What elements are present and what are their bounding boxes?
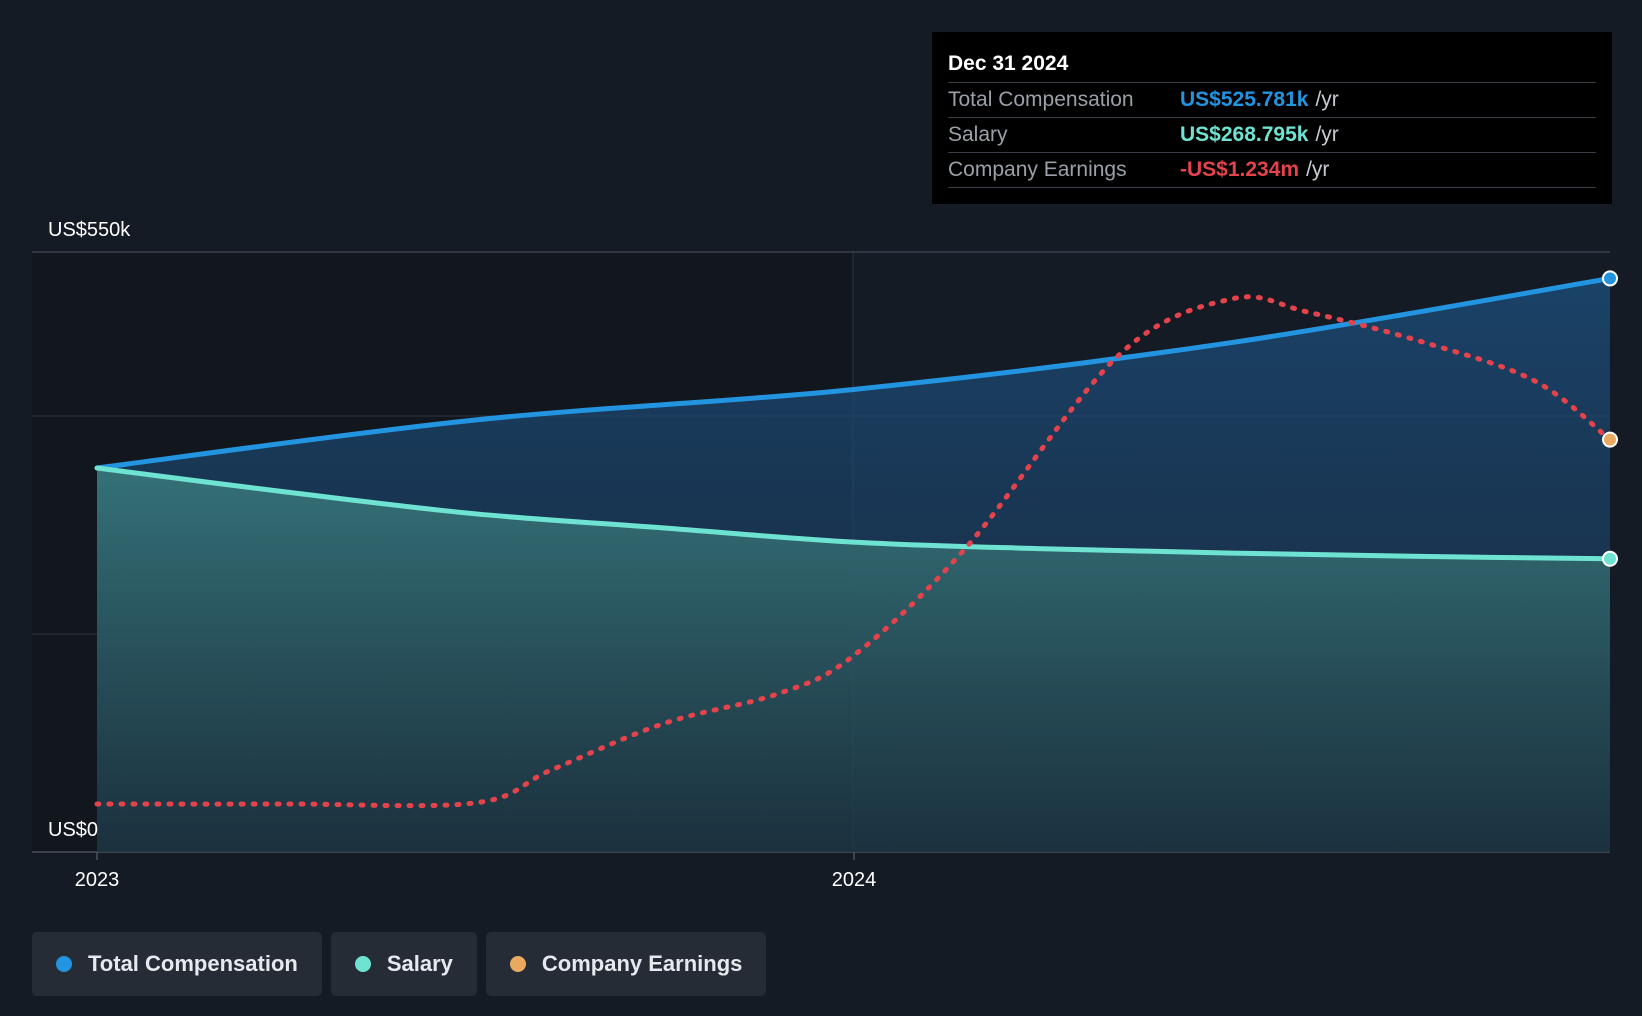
legend-label: Salary bbox=[386, 951, 453, 976]
legend-label: Company Earnings bbox=[541, 951, 743, 976]
legend-item-salary[interactable]: Salary bbox=[330, 932, 477, 996]
tooltip-unit: /yr bbox=[1315, 88, 1339, 111]
y-tick-label-min: US$0 bbox=[48, 819, 98, 841]
tooltip-row-company-earnings: Company Earnings -US$1.234m /yr bbox=[948, 153, 1596, 188]
salary-end-point[interactable] bbox=[1602, 550, 1618, 567]
tooltip-row-salary: Salary US$268.795k /yr bbox=[948, 118, 1596, 153]
tooltip-label: Total Compensation bbox=[948, 88, 1134, 111]
tooltip-label: Salary bbox=[948, 123, 1008, 146]
tooltip-date: Dec 31 2024 bbox=[948, 46, 1596, 83]
salary-area bbox=[97, 468, 1610, 852]
tooltip-label: Company Earnings bbox=[948, 158, 1127, 181]
y-tick-label-max: US$550k bbox=[48, 219, 131, 241]
legend-item-company-earnings[interactable]: Company Earnings bbox=[485, 932, 767, 996]
legend-label: Total Compensation bbox=[88, 951, 298, 976]
tooltip-value: -US$1.234m bbox=[1180, 158, 1300, 181]
company-earnings-end-point[interactable] bbox=[1602, 431, 1618, 448]
x-tick-label-2024: 2024 bbox=[832, 869, 877, 891]
total-compensation-end-point[interactable] bbox=[1602, 270, 1618, 287]
legend-dot-icon bbox=[509, 956, 526, 972]
legend-dot-icon bbox=[56, 956, 72, 972]
legend-dot-icon bbox=[354, 956, 371, 972]
tooltip-row-total-compensation: Total Compensation US$525.781k /yr bbox=[948, 83, 1596, 118]
total-compensation-line bbox=[94, 275, 1613, 471]
legend-item-total-compensation[interactable]: Total Compensation bbox=[32, 932, 322, 996]
legend: Total Compensation Salary Company Earnin… bbox=[32, 932, 767, 996]
tooltip-value: US$268.795k bbox=[1180, 123, 1309, 146]
company-earnings-line bbox=[94, 294, 1613, 809]
tooltip-unit: /yr bbox=[1315, 123, 1339, 146]
x-tick-label-2023: 2023 bbox=[75, 869, 120, 891]
tooltip: Dec 31 2024 Total Compensation US$525.78… bbox=[932, 32, 1612, 204]
salary-line bbox=[94, 465, 1613, 562]
tooltip-value: US$525.781k bbox=[1180, 88, 1309, 111]
tooltip-unit: /yr bbox=[1306, 158, 1330, 181]
